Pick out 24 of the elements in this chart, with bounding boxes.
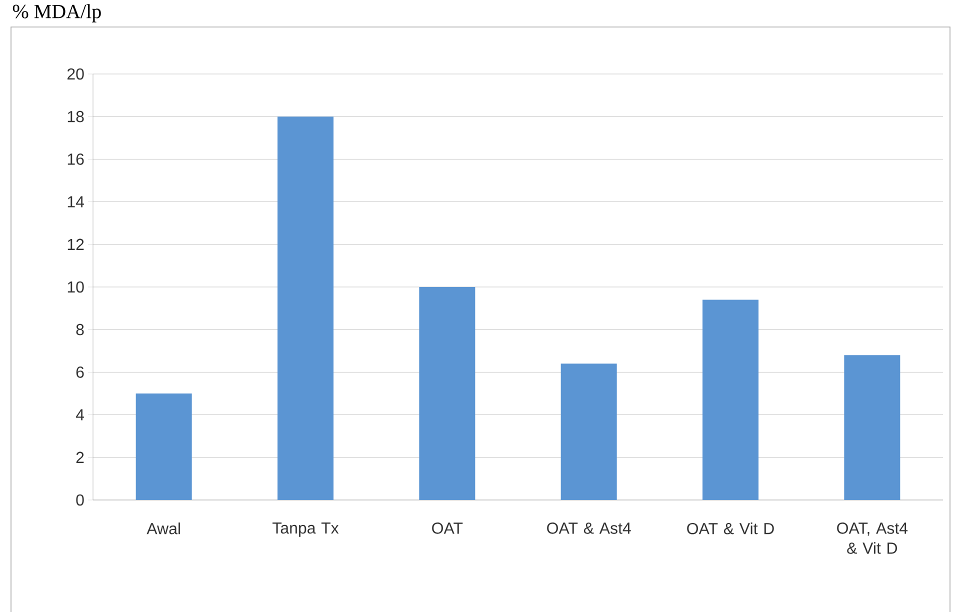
y-tick-label: 20 [67,68,84,80]
y-tick-label: 12 [68,238,84,250]
y-tick-label: 14 [68,196,84,208]
y-tick-label: 2 [76,452,84,463]
y-tick-label: 16 [68,154,84,165]
x-tick-label: OAT & Ast4 [547,522,631,534]
y-tick-label: 8 [76,324,84,336]
y-tick-label: 4 [76,409,84,420]
x-tick-label: OAT & Vit D [687,522,774,534]
x-tick-label: Tanpa Tx [272,522,339,537]
x-tick-label: OAT [432,522,463,534]
y-tick-label: 10 [68,281,84,293]
y-tick-label: 18 [68,110,84,122]
bar [419,286,476,500]
bar [278,116,334,500]
bar [136,393,192,500]
bar [844,355,900,500]
bar [560,364,617,500]
x-tick-label: Awal [146,522,180,534]
y-axis-title: % MDA/lp [12,4,101,22]
y-tick-label: 0 [76,494,84,506]
x-tick-label: OAT, Ast4 & Vit D [837,522,908,554]
y-tick-label: 6 [76,366,84,378]
bar [702,300,758,500]
